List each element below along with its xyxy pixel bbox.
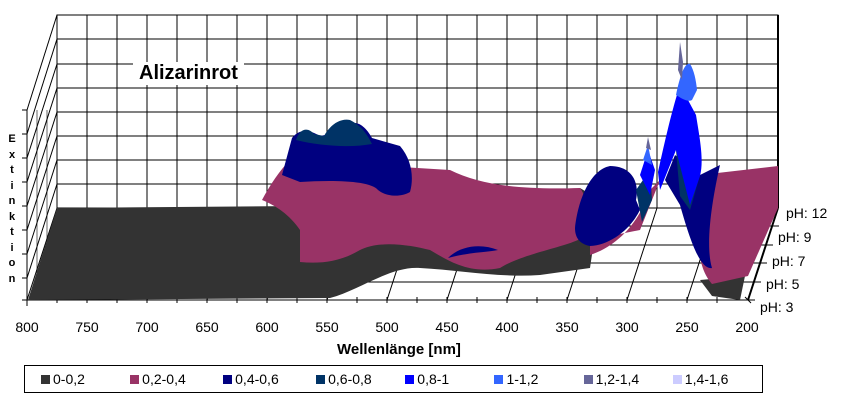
surface-band-0.2-0.4-mid (590, 180, 660, 255)
y-axis-label-char: k (8, 210, 16, 223)
legend-item: 1,4-1,6 (672, 371, 762, 387)
z-axis-ticks (745, 225, 779, 301)
surface-band-0.6-0.8 (296, 119, 372, 147)
legend-item: 0,4-0,6 (223, 371, 316, 387)
chart-legend: 0-0,2 0,2-0,4 0,4-0,6 0,6-0,8 0,8-1 1-1,… (24, 365, 763, 393)
legend-item: 0,2-0,4 (130, 371, 223, 387)
x-axis-label: Wellenlänge [nm] (337, 341, 461, 358)
legend-label: 1,2-1,4 (595, 371, 640, 387)
legend-label: 1,4-1,6 (684, 371, 729, 387)
back-wall-grid (56, 14, 779, 209)
y-axis-label-char: t (10, 226, 14, 238)
x-tick-label: 650 (195, 319, 219, 335)
x-tick-label: 200 (735, 319, 759, 335)
legend-item: 1-1,2 (494, 371, 583, 387)
y-axis-label-char: n (8, 195, 16, 207)
x-tick-label: 500 (375, 319, 399, 335)
y-axis-label-char: n (8, 272, 16, 285)
legend-label: 0,6-0,8 (328, 371, 372, 387)
legend-swatch-icon (494, 374, 504, 384)
legend-label: 1-1,2 (506, 371, 539, 387)
legend-swatch-icon (405, 374, 415, 384)
legend-item: 0-0,2 (41, 371, 130, 387)
y-axis-label: E x t i n k t i o n (6, 132, 18, 287)
legend-label: 0-0,2 (53, 371, 85, 387)
surface-band-0.4-0.6-peak (665, 155, 720, 269)
legend-swatch-icon (130, 374, 140, 384)
legend-swatch-icon (672, 374, 682, 384)
surface-band-0.4-0.6-mid (575, 166, 640, 246)
x-tick-label: 550 (315, 319, 339, 335)
z-tick-label: pH: 5 (766, 276, 800, 292)
surface-band-0.2-0.4-right (697, 166, 778, 284)
surface-band-1.2-1.4 (678, 42, 683, 80)
x-tick-label: 750 (75, 319, 99, 335)
x-tick-label: 400 (495, 319, 519, 335)
z-tick-label: pH: 12 (786, 205, 828, 221)
y-axis-ticks (22, 109, 27, 301)
x-tick-label: 700 (135, 319, 159, 335)
legend-swatch-icon (223, 374, 233, 384)
z-tick-label: pH: 9 (778, 229, 812, 245)
x-tick-label: 450 (435, 319, 459, 335)
surface-band-1-1.2 (676, 63, 697, 101)
z-tick-label: pH: 7 (772, 253, 806, 269)
side-wall-grid (26, 14, 58, 301)
legend-item: 0,6-0,8 (316, 371, 405, 387)
x-tick-label: 350 (555, 319, 579, 335)
legend-item: 0,8-1 (405, 371, 494, 387)
surface-band-0.4-0.6-trough (448, 246, 498, 258)
legend-label: 0,2-0,4 (142, 371, 186, 387)
surface-band-1-1.2-spike (643, 145, 652, 165)
legend-label: 0,8-1 (417, 371, 450, 387)
surface-band-1.2-1.4-spike (646, 137, 651, 150)
x-tick-label: 600 (255, 319, 279, 335)
surface (28, 42, 778, 300)
legend-label: 0,4-0,6 (235, 371, 279, 387)
legend-swatch-icon (583, 374, 593, 384)
y-axis-label-char: x (8, 148, 16, 161)
x-tick-label: 300 (615, 319, 639, 335)
x-tick-label: 800 (15, 319, 39, 335)
surface-band-0.8-1 (658, 85, 702, 205)
z-tick-label: pH: 3 (760, 299, 794, 315)
legend-item: 1,2-1,4 (583, 371, 673, 387)
chart-title: Alizarinrot (133, 62, 244, 85)
y-axis-label-char: i (10, 241, 14, 254)
legend-swatch-icon (316, 374, 326, 384)
legend-swatch-icon (41, 374, 50, 384)
y-axis-label-char: i (10, 179, 14, 192)
surface-band-0.2-0.4 (262, 160, 586, 270)
y-axis-label-char: t (10, 164, 14, 176)
x-tick-label: 250 (675, 319, 699, 335)
y-axis-label-char: E (8, 133, 16, 145)
y-axis-label-char: o (8, 257, 16, 269)
